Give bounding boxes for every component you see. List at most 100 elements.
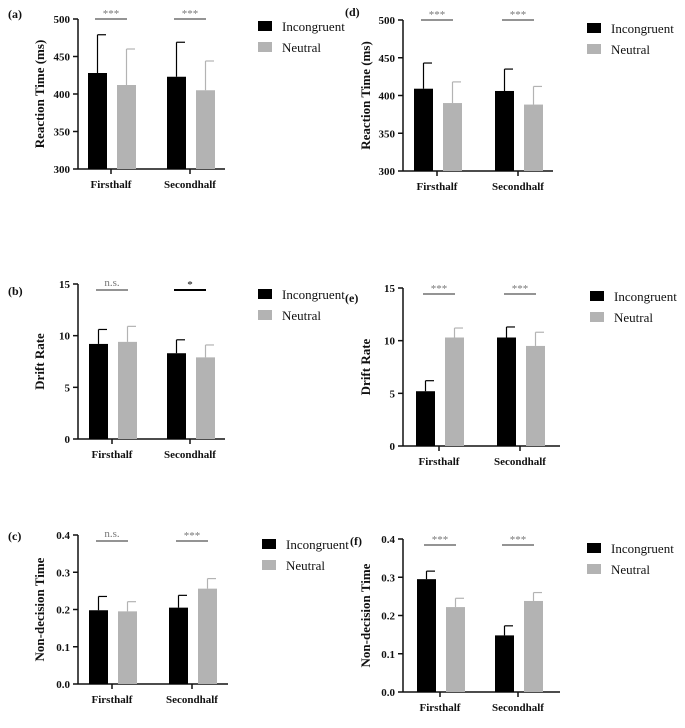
legend-swatch <box>587 543 601 553</box>
y-tick-label: 300 <box>379 166 396 178</box>
legend-swatch <box>262 539 276 549</box>
panel-label: (d) <box>345 5 360 19</box>
y-tick-label: 15 <box>384 283 396 295</box>
y-tick-label: 0.3 <box>56 567 70 579</box>
significance-label: *** <box>429 9 446 21</box>
significance-label: *** <box>510 534 527 546</box>
legend-label: Incongruent <box>282 287 345 302</box>
significance-label: *** <box>182 8 199 20</box>
panel-label: (f) <box>350 534 362 548</box>
y-tick-label: 400 <box>379 91 396 103</box>
y-tick-label: 0.4 <box>381 534 395 546</box>
x-tick-label: Secondhalf <box>166 694 218 706</box>
x-tick-label: Firsthalf <box>420 702 461 714</box>
y-tick-label: 0 <box>390 441 396 453</box>
bar-neutral-secondhalf <box>196 357 215 439</box>
significance-label: *** <box>510 9 527 21</box>
significance-label: n.s. <box>104 277 120 289</box>
legend-label: Incongruent <box>614 289 677 304</box>
legend-label: Incongruent <box>282 19 345 34</box>
y-tick-label: 15 <box>59 279 71 291</box>
panel-label: (c) <box>8 529 21 543</box>
y-axis-title: Drift Rate <box>358 338 373 395</box>
x-tick-label: Secondhalf <box>492 181 544 193</box>
legend-swatch <box>258 21 272 31</box>
significance-label: * <box>187 279 193 291</box>
significance-label: *** <box>431 283 448 295</box>
legend-swatch <box>590 291 604 301</box>
y-tick-label: 0.2 <box>56 605 70 617</box>
panel-a: (a) Reaction Time (ms) 300 350 400 450 500 Firs… <box>8 7 345 191</box>
y-tick-label: 0 <box>65 434 71 446</box>
panel-c: (c) Non-decision Time 0.0 0.1 0.2 0.3 0.4 First… <box>8 528 349 706</box>
x-tick-label: Firsthalf <box>92 694 133 706</box>
legend-swatch <box>587 564 601 574</box>
y-tick-label: 0.0 <box>381 687 395 699</box>
bar-incongruent-firsthalf <box>89 610 108 684</box>
legend-swatch <box>258 42 272 52</box>
bar-incongruent-secondhalf <box>497 337 516 446</box>
legend-label: Incongruent <box>286 537 349 552</box>
y-tick-label: 0.1 <box>381 649 395 661</box>
legend-swatch <box>262 560 276 570</box>
y-tick-label: 350 <box>379 128 396 140</box>
bar-neutral-firsthalf <box>445 337 464 446</box>
legend-label: Neutral <box>611 562 650 577</box>
bar-incongruent-firsthalf <box>88 73 107 169</box>
panel-f: (f) Non-decision Time 0.0 0.1 0.2 0.3 0.4 First… <box>350 534 674 714</box>
x-tick-label: Secondhalf <box>164 449 216 461</box>
bar-incongruent-secondhalf <box>169 607 188 684</box>
significance-label: *** <box>512 283 529 295</box>
panel-label: (a) <box>8 7 22 21</box>
y-tick-label: 5 <box>390 388 396 400</box>
y-axis-title: Non-decision Time <box>32 557 47 661</box>
x-tick-label: Secondhalf <box>494 456 546 468</box>
legend-label: Neutral <box>286 558 325 573</box>
y-tick-label: 0.2 <box>381 611 395 623</box>
bar-neutral-secondhalf <box>524 104 543 171</box>
bar-neutral-firsthalf <box>443 103 462 171</box>
panel-b: (b) Drift Rate 0 5 10 15 Firsthalf n.s. Secondha… <box>8 277 345 461</box>
bar-incongruent-firsthalf <box>417 579 436 692</box>
bar-neutral-secondhalf <box>526 345 545 446</box>
legend-label: Neutral <box>282 308 321 323</box>
bar-incongruent-secondhalf <box>495 90 514 171</box>
x-tick-label: Firsthalf <box>417 181 458 193</box>
bar-incongruent-secondhalf <box>167 76 186 169</box>
x-tick-label: Firsthalf <box>92 449 133 461</box>
legend-swatch <box>258 289 272 299</box>
y-tick-label: 350 <box>54 127 71 139</box>
y-tick-label: 0.0 <box>56 679 70 691</box>
bar-neutral-firsthalf <box>446 607 465 692</box>
significance-label: n.s. <box>104 528 120 540</box>
significance-label: *** <box>432 534 449 546</box>
y-tick-label: 5 <box>65 382 71 394</box>
panel-label: (b) <box>8 284 23 298</box>
legend-swatch <box>587 44 601 54</box>
y-axis-title: Reaction Time (ms) <box>32 40 47 149</box>
x-tick-label: Firsthalf <box>91 179 132 191</box>
bar-incongruent-firsthalf <box>416 391 435 446</box>
significance-label: *** <box>103 8 120 20</box>
x-tick-label: Firsthalf <box>419 456 460 468</box>
panel-d: (d) Reaction Time (ms) 300 350 400 450 500 Firs… <box>345 5 674 193</box>
y-tick-label: 10 <box>384 336 396 348</box>
y-tick-label: 0.1 <box>56 642 70 654</box>
y-tick-label: 500 <box>54 14 71 26</box>
y-tick-label: 450 <box>54 52 71 64</box>
legend-label: Incongruent <box>611 541 674 556</box>
bar-incongruent-firsthalf <box>89 343 108 439</box>
y-tick-label: 500 <box>379 15 396 27</box>
significance-label: *** <box>184 530 201 542</box>
y-tick-label: 0.4 <box>56 530 70 542</box>
legend-swatch <box>587 23 601 33</box>
x-tick-label: Secondhalf <box>492 702 544 714</box>
panel-e: (e) Drift Rate 0 5 10 15 Firsthalf *** Secondhal… <box>345 283 677 468</box>
legend-label: Incongruent <box>611 21 674 36</box>
legend-swatch <box>590 312 604 322</box>
x-tick-label: Secondhalf <box>164 179 216 191</box>
panel-label: (e) <box>345 291 358 305</box>
legend-label: Neutral <box>611 42 650 57</box>
bar-neutral-secondhalf <box>196 90 215 169</box>
